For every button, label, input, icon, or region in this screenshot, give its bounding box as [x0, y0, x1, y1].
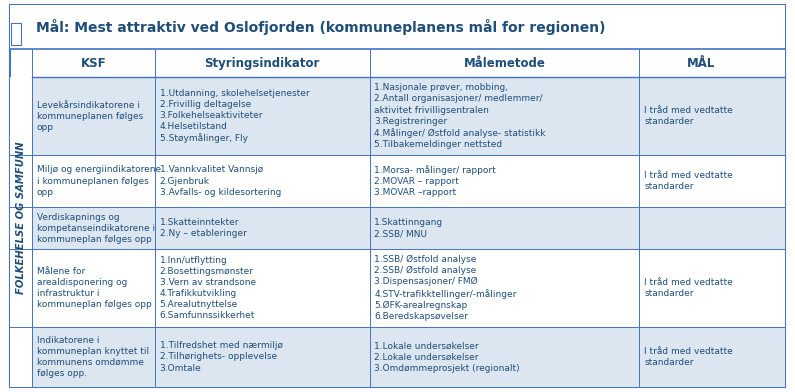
Bar	[10, 327, 32, 387]
Bar	[10, 5, 785, 49]
Text: Miljø og energiindikatorene
i kommuneplanen følges
opp: Miljø og energiindikatorene i kommunepla…	[37, 165, 161, 197]
Text: 1.Tilfredshet med nærmiljø
2.Tilhørighets- opplevelse
3.Omtale: 1.Tilfredshet med nærmiljø 2.Tilhørighet…	[160, 341, 282, 372]
Bar	[10, 207, 32, 249]
Text: 1.Skatteinntekter
2.Ny – etableringer: 1.Skatteinntekter 2.Ny – etableringer	[160, 218, 246, 238]
Text: 1.Inn/utflytting
2.Bosettingsmønster
3.Vern av strandsone
4.Trafikkutvikling
5.A: 1.Inn/utflytting 2.Bosettingsmønster 3.V…	[160, 256, 256, 320]
Text: 1.Vannkvalitet Vannsjø
2.Gjenbruk
3.Avfalls- og kildesortering: 1.Vannkvalitet Vannsjø 2.Gjenbruk 3.Avfa…	[160, 165, 281, 197]
Text: I tråd med vedtatte
standarder: I tråd med vedtatte standarder	[644, 171, 733, 191]
Text: I tråd med vedtatte
standarder: I tråd med vedtatte standarder	[644, 347, 733, 367]
Text: Verdiskapnings og
kompetanseindikatorene i
kommuneplan følges opp: Verdiskapnings og kompetanseindikatorene…	[37, 212, 155, 244]
Bar	[10, 249, 32, 327]
Text: 1.Morsa- målinger/ rapport
2.MOVAR – rapport
3.MOVAR –rapport: 1.Morsa- målinger/ rapport 2.MOVAR – rap…	[374, 165, 496, 197]
Text: 1.SSB/ Østfold analyse
2.SSB/ Østfold analyse
3.Dispensasjoner/ FMØ
4.STV-trafik: 1.SSB/ Østfold analyse 2.SSB/ Østfold an…	[374, 255, 517, 321]
Text: 1.Utdanning, skolehelsetjenester
2.Frivillig deltagelse
3.Folkehelseaktiviteter
: 1.Utdanning, skolehelsetjenester 2.Frivi…	[160, 89, 309, 143]
Text: Mål: Mest attraktiv ved Oslofjorden (kommuneplanens mål for regionen): Mål: Mest attraktiv ved Oslofjorden (kom…	[36, 19, 606, 35]
Text: Levekårsindikatorene i
kommuneplanen følges
opp: Levekårsindikatorene i kommuneplanen føl…	[37, 100, 143, 132]
Bar	[32, 249, 785, 327]
Text: FOLKEHELSE OG SAMFUNN: FOLKEHELSE OG SAMFUNN	[16, 142, 25, 294]
Text: Styringsindikator: Styringsindikator	[204, 56, 320, 69]
Bar	[32, 49, 785, 77]
Bar	[10, 155, 32, 207]
Text: MÅL: MÅL	[688, 56, 716, 69]
Bar	[32, 155, 785, 207]
Text: Målene for
arealdisponering og
infrastruktur i
kommuneplan følges opp: Målene for arealdisponering og infrastru…	[37, 267, 152, 309]
Text: I tråd med vedtatte
standarder: I tråd med vedtatte standarder	[644, 278, 733, 298]
Text: 1.Lokale undersøkelser
2.Lokale undersøkelser
3.Omdømmeprosjekt (regionalt): 1.Lokale undersøkelser 2.Lokale undersøk…	[374, 341, 520, 372]
Text: 1.Nasjonale prøver, mobbing,
2.Antall organisasjoner/ medlemmer/
aktivitet frivi: 1.Nasjonale prøver, mobbing, 2.Antall or…	[374, 83, 546, 149]
Text: Indikatorene i
kommuneplan knyttet til
kommunens omdømme
følges opp.: Indikatorene i kommuneplan knyttet til k…	[37, 336, 149, 378]
Bar	[11, 23, 21, 45]
Bar	[32, 327, 785, 387]
Text: 1.Skattinngang
2.SSB/ MNU: 1.Skattinngang 2.SSB/ MNU	[374, 218, 444, 238]
Bar	[32, 207, 785, 249]
Text: KSF: KSF	[80, 56, 107, 69]
Bar	[10, 77, 32, 155]
Text: Målemetode: Målemetode	[463, 56, 545, 69]
Bar	[32, 77, 785, 155]
Text: I tråd med vedtatte
standarder: I tråd med vedtatte standarder	[644, 106, 733, 126]
